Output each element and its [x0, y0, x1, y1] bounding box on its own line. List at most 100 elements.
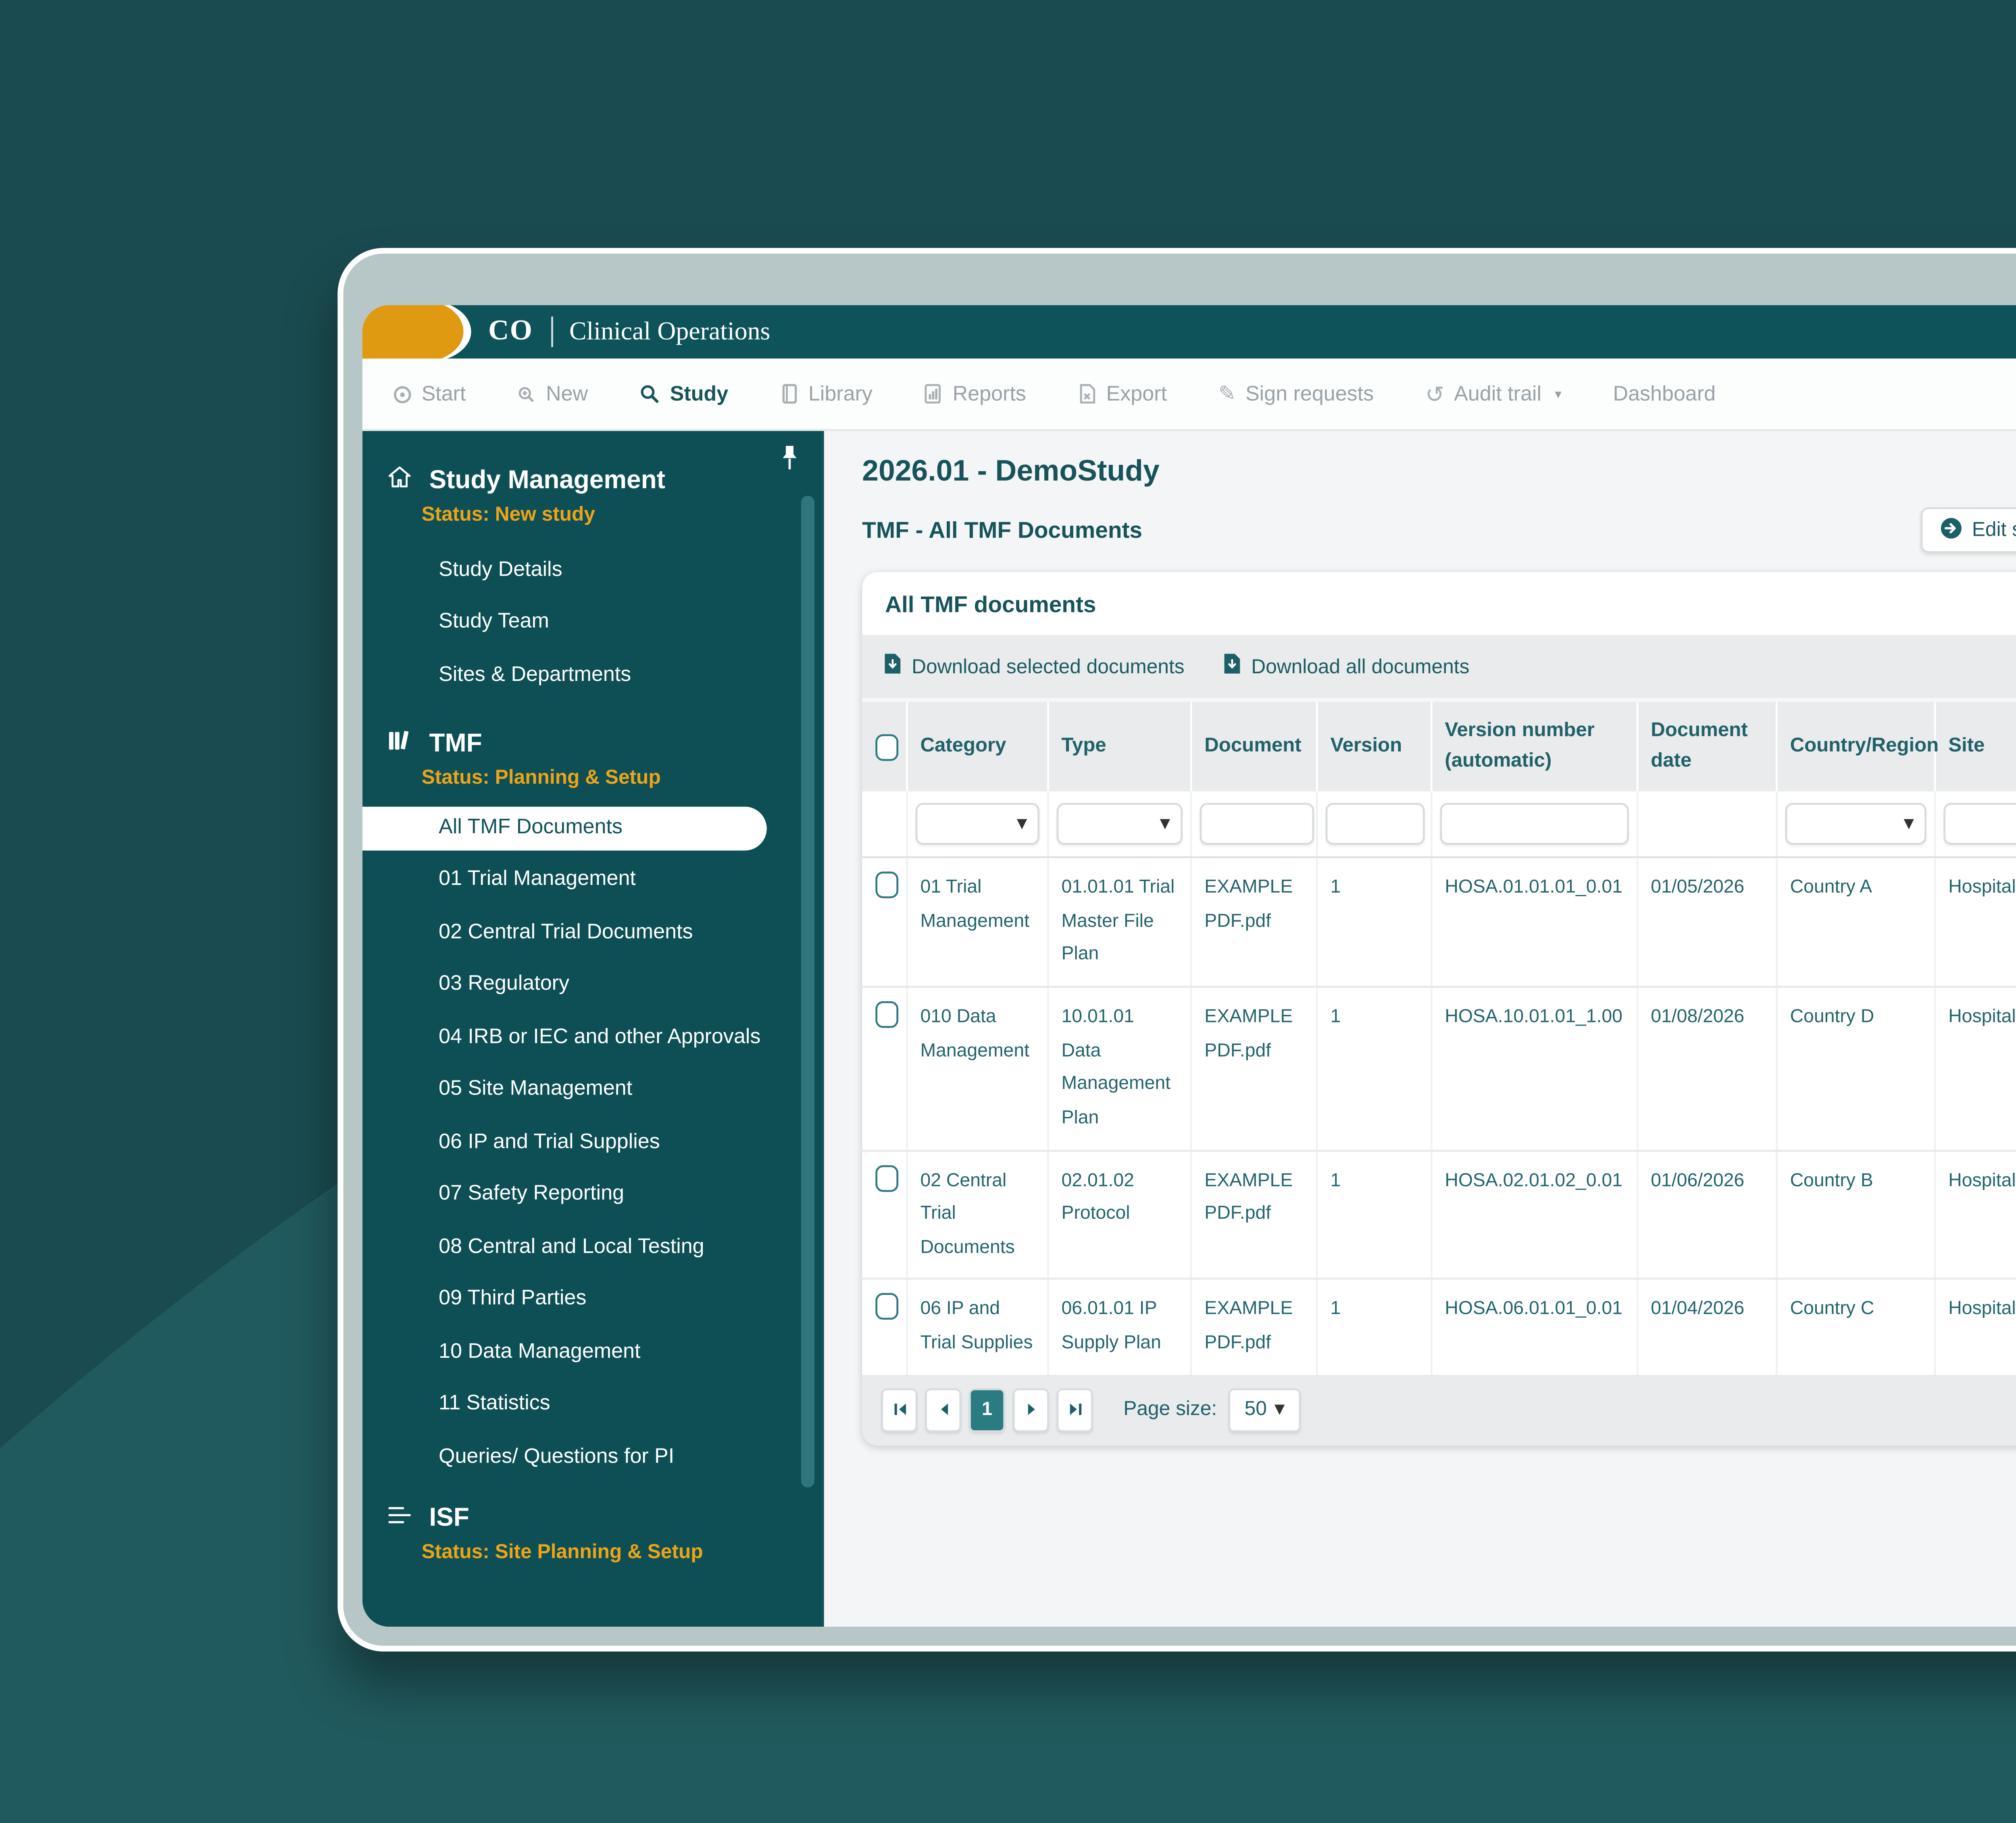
nav-item-library[interactable]: Library [780, 382, 873, 405]
nav-item-export[interactable]: Export [1078, 382, 1167, 405]
sidebar-item-01-trial-management[interactable]: 01 Trial Management [439, 868, 636, 891]
window-body: Study Management Status: New study Study… [362, 431, 2016, 1627]
filter-site-select[interactable]: ▼ [1943, 803, 2016, 845]
sidebar-item-11-statistics[interactable]: 11 Statistics [439, 1392, 550, 1416]
sidebar-item-02-central-trial-documents[interactable]: 02 Central Trial Documents [439, 920, 693, 944]
brand-divider [550, 316, 552, 347]
sidebar-item-sites-departments[interactable]: Sites & Departments [439, 663, 631, 686]
cell-version: 1 [1316, 1150, 1432, 1281]
library-icon [780, 383, 799, 404]
document-link[interactable]: EXAMPLE PDF.pdf [1204, 1170, 1293, 1225]
next-page-button[interactable] [1012, 1388, 1049, 1432]
main-nav: Start New Study Library Reports [362, 358, 2016, 431]
page-number-button[interactable]: 1 [969, 1388, 1005, 1432]
pagination-bar: 1 Page size: 50 ▼ [862, 1376, 2016, 1445]
sidebar-section-header[interactable]: ISF [362, 1502, 824, 1530]
cell-country: Country C [1776, 1280, 1935, 1377]
col-type[interactable]: Type [1047, 701, 1191, 792]
col-document[interactable]: Document [1190, 701, 1317, 792]
chevron-down-icon: ▼ [1016, 816, 1027, 832]
sidebar-item-07-safety-reporting[interactable]: 07 Safety Reporting [439, 1183, 624, 1206]
document-link[interactable]: EXAMPLE PDF.pdf [1204, 878, 1293, 932]
sidebar-section-header[interactable]: Study Management [362, 465, 824, 494]
download-all-link[interactable]: Download all documents [1223, 652, 1469, 681]
books-icon [387, 728, 412, 756]
nav-item-dashboard[interactable]: Dashboard [1613, 382, 1716, 406]
table-header-row: Category Type Document Version Version n… [862, 701, 2016, 792]
row-checkbox[interactable] [875, 1164, 899, 1191]
col-country[interactable]: Country/Region [1776, 701, 1939, 792]
select-all-cell [862, 701, 907, 792]
app-window-content: CO Clinical Operations ⚙ ▾ De [362, 305, 2016, 1627]
new-icon [517, 384, 536, 403]
card-toolbar: Download selected documents Download all… [862, 635, 2016, 702]
cell-category: 02 Central Trial Documents [906, 1150, 1048, 1281]
sidebar-section-header[interactable]: TMF [362, 728, 824, 756]
edit-status-icon [1939, 516, 1962, 545]
filter-category-select[interactable]: ▼ [914, 803, 1039, 845]
sidebar-item-05-site-management[interactable]: 05 Site Management [439, 1078, 633, 1101]
filter-country-select[interactable]: ▼ [1784, 803, 1926, 845]
prev-page-button[interactable] [925, 1388, 962, 1432]
action-buttons: Edit status ▼ Save ✎ eSign [1920, 507, 2016, 553]
cell-version-number: HOSA.06.01.01_0.01 [1430, 1280, 1638, 1377]
cell-version: 1 [1316, 857, 1432, 988]
breadcrumb: TMF - All TMF Documents [862, 516, 1143, 544]
table-row: 01 Trial Management 01.01.01 Trial Maste… [862, 857, 2016, 988]
sidebar-item-09-third-parties[interactable]: 09 Third Parties [439, 1288, 587, 1311]
nav-item-study[interactable]: Study [639, 382, 728, 405]
document-link[interactable]: EXAMPLE PDF.pdf [1204, 1299, 1293, 1355]
study-icon [639, 383, 660, 404]
sidebar-item-10-data-management[interactable]: 10 Data Management [439, 1340, 641, 1363]
filter-version-input[interactable] [1325, 803, 1424, 845]
col-category[interactable]: Category [906, 701, 1048, 792]
sidebar-item-study-details[interactable]: Study Details [439, 558, 562, 581]
filter-version-number-input[interactable] [1439, 803, 1628, 845]
col-version-number[interactable]: Version number (automatic) [1430, 701, 1638, 792]
nav-item-reports[interactable]: Reports [924, 382, 1026, 405]
page-size-select[interactable]: 50 ▼ [1228, 1388, 1301, 1432]
filter-document-input[interactable] [1199, 803, 1313, 845]
select-all-checkbox[interactable] [875, 733, 899, 760]
chevron-down-icon: ▾ [1555, 386, 1562, 402]
export-icon [1078, 383, 1097, 404]
document-link[interactable]: EXAMPLE PDF.pdf [1204, 1007, 1293, 1062]
sidebar-item-all-tmf-documents[interactable]: All TMF Documents [362, 805, 767, 850]
sidebar-section-isf: ISF Status: Site Planning & Setup [362, 1502, 824, 1563]
row-checkbox[interactable] [875, 872, 899, 899]
nav-item-audit-trail[interactable]: ↺ Audit trail ▾ [1425, 380, 1562, 407]
sidebar-item-study-team[interactable]: Study Team [439, 610, 549, 634]
documents-table: Category Type Document Version Version n… [862, 701, 2016, 1377]
section-status: Status: New study [421, 503, 595, 527]
app-header: CO Clinical Operations ⚙ ▾ De [362, 305, 2016, 359]
col-site[interactable]: Site [1934, 701, 2016, 792]
col-document-date[interactable]: Document date [1636, 701, 1777, 792]
sidebar-item-03-regulatory[interactable]: 03 Regulatory [439, 973, 570, 996]
download-selected-link[interactable]: Download selected documents [883, 652, 1185, 681]
sidebar-scrollbar[interactable] [801, 495, 814, 1488]
sidebar-item-06-ip-trial-supplies[interactable]: 06 IP and Trial Supplies [439, 1130, 660, 1153]
last-page-button[interactable] [1056, 1388, 1093, 1432]
sidebar-item-08-central-local-testing[interactable]: 08 Central and Local Testing [439, 1235, 704, 1258]
row-checkbox[interactable] [875, 1001, 899, 1028]
col-version[interactable]: Version [1316, 701, 1432, 792]
nav-item-sign-requests[interactable]: ✎ Sign requests [1218, 381, 1374, 406]
edit-status-button[interactable]: Edit status ▼ [1920, 507, 2016, 553]
filter-type-select[interactable]: ▼ [1056, 803, 1182, 845]
cell-category: 010 Data Management [906, 987, 1048, 1151]
pin-icon[interactable] [780, 444, 799, 481]
cell-document-date: 01/05/2026 [1636, 857, 1777, 988]
download-file-icon [1223, 652, 1241, 681]
cell-category: 06 IP and Trial Supplies [906, 1280, 1048, 1377]
row-checkbox[interactable] [875, 1294, 899, 1321]
nav-item-new[interactable]: New [517, 382, 588, 405]
app-window: CO Clinical Operations ⚙ ▾ De [337, 248, 2016, 1652]
nav-item-start[interactable]: Start [393, 382, 466, 405]
section-status: Status: Planning & Setup [421, 766, 661, 789]
cell-category: 01 Trial Management [906, 857, 1048, 988]
first-page-button[interactable] [881, 1388, 918, 1432]
tmf-documents-card: All TMF documents Download selected docu… [862, 572, 2016, 1445]
sidebar-section-tmf: TMF Status: Planning & Setup All TMF Doc… [362, 728, 824, 1483]
sidebar-item-04-irb-iec-approvals[interactable]: 04 IRB or IEC and other Approvals [439, 1025, 761, 1049]
sidebar-item-queries-questions-pi[interactable]: Queries/ Questions for PI [439, 1445, 675, 1468]
